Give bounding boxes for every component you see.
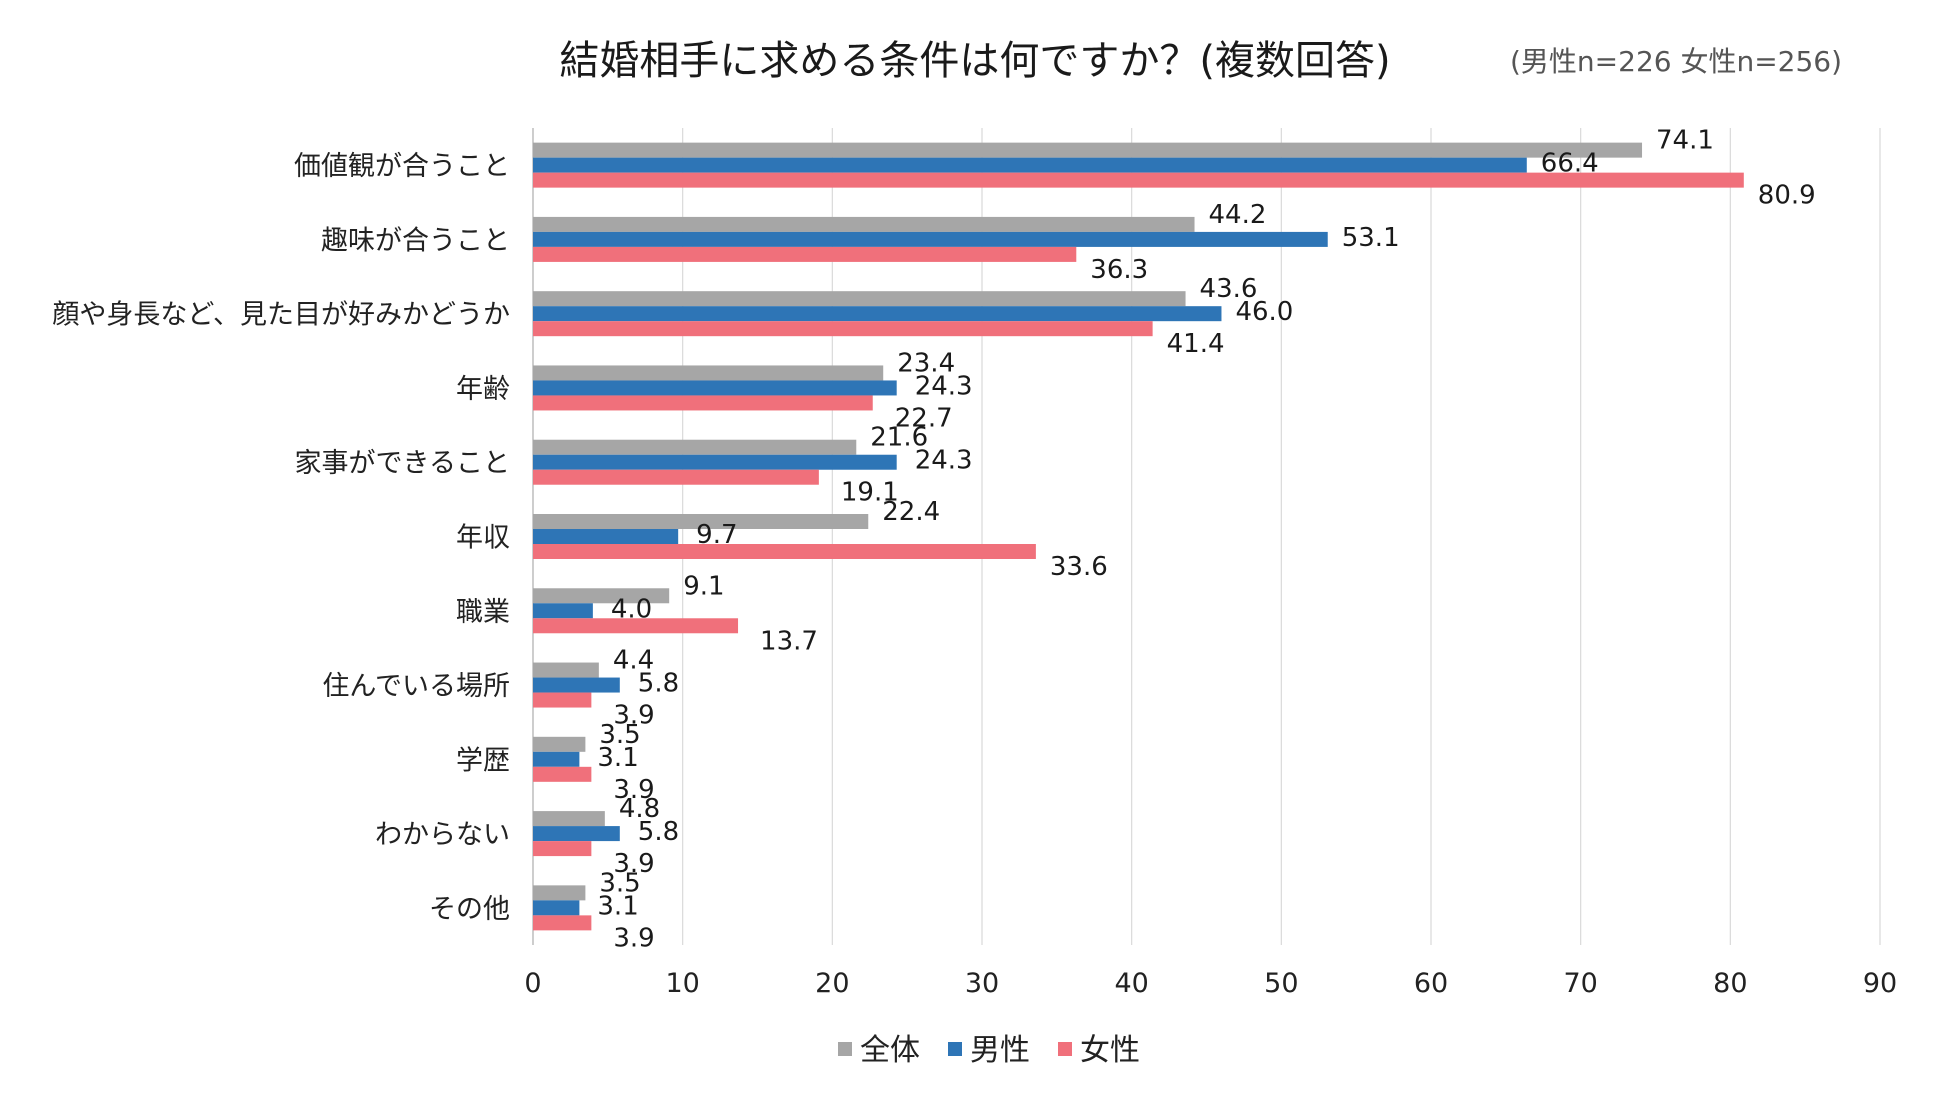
value-label: 3.1	[597, 743, 638, 773]
bar-全体	[533, 142, 1643, 158]
bar-全体	[533, 662, 599, 678]
category-label: 年収	[456, 523, 510, 554]
value-label: 80.9	[1758, 181, 1816, 211]
category-label: 趣味が合うこと	[321, 225, 510, 256]
bar-女性	[533, 766, 592, 782]
value-label: 53.1	[1342, 223, 1400, 253]
bar-全体	[533, 439, 857, 455]
value-label: 24.3	[915, 371, 973, 401]
chart-subtitle: (男性n=226 女性n=256)	[1510, 45, 1843, 78]
value-label: 19.1	[841, 478, 899, 508]
value-label: 13.7	[760, 626, 818, 656]
bar-女性	[533, 841, 592, 857]
x-tick-label: 40	[1114, 968, 1148, 999]
value-label: 22.7	[895, 403, 953, 433]
x-tick-label: 0	[524, 968, 541, 999]
bar-男性	[533, 677, 620, 693]
bar-全体	[533, 588, 670, 604]
category-label: 家事ができること	[295, 448, 510, 479]
value-label: 5.8	[638, 817, 679, 847]
category-label: 住んでいる場所	[322, 671, 510, 702]
value-label: 22.4	[882, 497, 940, 527]
category-label: 学歴	[456, 745, 510, 776]
value-label: 74.1	[1656, 126, 1714, 156]
bar-全体	[533, 216, 1195, 232]
bar-女性	[533, 172, 1744, 188]
legend-swatch-全体	[838, 1042, 852, 1056]
value-label: 4.4	[613, 646, 654, 676]
value-label: 21.6	[870, 423, 928, 453]
legend-label: 男性	[970, 1033, 1030, 1068]
value-label: 9.1	[683, 571, 724, 601]
value-label: 46.0	[1235, 297, 1293, 327]
category-label: わからない	[375, 820, 510, 851]
category-label: その他	[429, 894, 510, 925]
bar-女性	[533, 544, 1036, 559]
bar-男性	[533, 751, 580, 767]
bar-男性	[533, 157, 1527, 173]
bar-男性	[533, 306, 1222, 322]
category-label: 価値観が合うこと	[294, 151, 510, 182]
legend-label: 全体	[860, 1033, 920, 1068]
chart-title: 結婚相手に求める条件は何ですか？(複数回答)	[0, 28, 1950, 86]
value-label: 3.1	[597, 891, 638, 921]
value-label: 3.5	[599, 868, 640, 898]
value-label: 5.8	[638, 669, 679, 699]
bar-女性	[533, 618, 739, 634]
value-label: 43.6	[1200, 274, 1258, 304]
category-label: 職業	[456, 597, 510, 628]
category-label: 年齢	[456, 374, 510, 405]
bar-男性	[533, 603, 593, 619]
bar-男性	[533, 231, 1328, 247]
bar-全体	[533, 291, 1186, 307]
value-label: 3.9	[613, 775, 654, 805]
bar-女性	[533, 246, 1077, 262]
bar-女性	[533, 395, 873, 411]
bar-全体	[533, 514, 869, 529]
x-tick-label: 30	[965, 968, 999, 999]
x-tick-label: 70	[1563, 968, 1597, 999]
x-tick-label: 80	[1713, 968, 1747, 999]
bar-男性	[533, 900, 580, 916]
bar-女性	[533, 469, 819, 485]
value-label: 3.9	[613, 923, 654, 953]
value-label: 3.5	[599, 720, 640, 750]
value-label: 33.6	[1050, 552, 1108, 582]
legend-label: 女性	[1080, 1033, 1140, 1068]
bar-男性	[533, 454, 897, 470]
bar-全体	[533, 365, 884, 381]
x-tick-label: 20	[815, 968, 849, 999]
legend-swatch-女性	[1058, 1042, 1072, 1056]
category-label: 顔や身長など、見た目が好みかどうか	[52, 300, 510, 331]
x-tick-label: 60	[1414, 968, 1448, 999]
value-label: 3.9	[613, 849, 654, 879]
bar-男性	[533, 529, 679, 544]
x-tick-label: 10	[665, 968, 699, 999]
bar-女性	[533, 915, 592, 931]
legend-swatch-男性	[948, 1042, 962, 1056]
chart-title-text: 結婚相手に求める条件は何ですか？(複数回答)	[559, 38, 1391, 84]
x-tick-label: 50	[1264, 968, 1298, 999]
bar-男性	[533, 826, 620, 842]
bar-女性	[533, 692, 592, 708]
bar-女性	[533, 321, 1153, 337]
bar-全体	[533, 885, 586, 901]
value-label: 23.4	[897, 348, 955, 378]
bar-全体	[533, 736, 586, 752]
bar-全体	[533, 811, 605, 827]
value-label: 36.3	[1090, 255, 1148, 285]
value-label: 44.2	[1209, 200, 1267, 230]
value-label: 41.4	[1167, 329, 1225, 359]
value-label: 4.8	[619, 794, 660, 824]
bar-男性	[533, 380, 897, 396]
value-label: 24.3	[915, 446, 973, 476]
value-label: 3.9	[613, 701, 654, 731]
x-tick-label: 90	[1863, 968, 1897, 999]
